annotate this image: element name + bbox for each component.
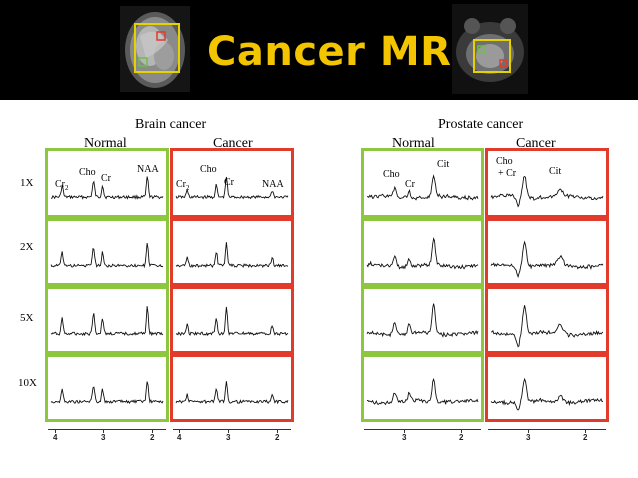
prostate-cancer-spectrum-1x (485, 148, 609, 218)
brain-normal-spectrum-2x (45, 218, 169, 286)
prostate-normal-tick-3: 3 (402, 433, 407, 442)
brain-cancer-tick-3: 3 (226, 433, 231, 442)
spectrum-trace (175, 381, 289, 405)
prostate-cancer-header: Cancer (516, 136, 556, 151)
spectrum-trace (50, 243, 164, 269)
prostate-cancer-cho-cr-label: + Cr (498, 168, 517, 179)
prostate-normal-spectrum-10x (361, 354, 484, 422)
brain-normal-spectrum-5x (45, 286, 169, 354)
prostate-mri-thumbnail (452, 4, 528, 94)
axis-tick (179, 429, 180, 433)
brain-normal-ppm-axis (48, 429, 166, 430)
spectrum-trace (366, 377, 479, 406)
brain-cancer-title: Brain cancer (135, 117, 207, 132)
brain-cancer-ppm-axis (173, 429, 291, 430)
brain-normal-cr2-label: Cr2 (55, 179, 69, 192)
spectrum-trace (366, 303, 479, 338)
brain-cancer-naa-label: NAA (262, 179, 284, 190)
prostate-cancer-tick-3: 3 (526, 433, 531, 442)
spectrum-trace (490, 377, 604, 411)
brain-cancer-header: Cancer (213, 136, 253, 151)
prostate-normal-header: Normal (392, 136, 435, 151)
prostate-cancer-tick-2: 2 (583, 433, 588, 442)
spectrum-trace (175, 176, 289, 200)
brain-normal-cr-label: Cr (101, 173, 111, 184)
axis-tick (152, 429, 153, 433)
prostate-normal-tick-2: 2 (459, 433, 464, 442)
prostate-normal-spectrum-1x (361, 148, 484, 218)
spectrum-trace (50, 306, 164, 337)
brain-cancer-cr2-label: Cr2 (176, 179, 190, 192)
row-label-2x: 2X (20, 241, 34, 253)
brain-normal-tick-3: 3 (101, 433, 106, 442)
brain-cancer-tick-2: 2 (275, 433, 280, 442)
axis-tick (461, 429, 462, 433)
prostate-normal-spectrum-2x (361, 218, 484, 286)
prostate-cancer-ppm-axis (488, 429, 606, 430)
brain-cancer-spectrum-10x (170, 354, 294, 422)
spectrum-trace (490, 240, 604, 279)
brain-normal-tick-2: 2 (150, 433, 155, 442)
brain-normal-spectrum-1x (45, 148, 169, 218)
brain-cancer-tick-4: 4 (177, 433, 182, 442)
axis-tick (585, 429, 586, 433)
prostate-cancer-spectrum-10x (485, 354, 609, 422)
title-banner: Cancer MRSI (0, 0, 638, 100)
brain-cancer-spectrum-5x (170, 286, 294, 354)
brain-normal-naa-label: NAA (137, 164, 159, 175)
prostate-normal-cit-label: Cit (437, 159, 450, 170)
spectrum-trace (50, 176, 164, 200)
brain-normal-cho-label: Cho (79, 167, 96, 178)
prostate-cancer-cho-label: Cho (496, 156, 513, 167)
row-label-1x: 1X (20, 177, 34, 189)
prostate-normal-cho-label: Cho (383, 169, 400, 180)
brain-normal-tick-4: 4 (53, 433, 58, 442)
row-label-10x: 10X (18, 377, 37, 389)
brain-cancer-spectrum-2x (170, 218, 294, 286)
axis-tick (55, 429, 56, 433)
banner-title: Cancer MRSI (207, 29, 497, 75)
spectrum-trace (490, 176, 604, 208)
prostate-cancer-title: Prostate cancer (438, 117, 524, 132)
spectrum-trace (175, 306, 289, 337)
brain-normal-spectrum-10x (45, 354, 169, 422)
spectrum-trace (366, 237, 479, 270)
axis-tick (228, 429, 229, 433)
spectrum-trace (366, 174, 479, 201)
axis-tick (528, 429, 529, 433)
row-label-5x: 5X (20, 312, 34, 324)
brain-mri-thumbnail (120, 6, 190, 92)
prostate-normal-spectrum-5x (361, 286, 484, 354)
axis-tick (404, 429, 405, 433)
brain-cancer-cho-label: Cho (200, 164, 217, 175)
prostate-normal-ppm-axis (364, 429, 481, 430)
brain-cancer-cr-label: Cr (224, 177, 234, 188)
brain-cancer-spectrum-1x (170, 148, 294, 218)
prostate-cancer-spectrum-2x (485, 218, 609, 286)
prostate-normal-cr-label: Cr (405, 179, 415, 190)
prostate-cancer-spectrum-5x (485, 286, 609, 354)
axis-tick (103, 429, 104, 433)
brain-normal-header: Normal (84, 136, 127, 151)
spectrum-trace (175, 242, 289, 269)
axis-tick (277, 429, 278, 433)
prostate-cancer-cit-label: Cit (549, 166, 562, 177)
spectrum-trace (50, 381, 164, 404)
spectrum-trace (490, 305, 604, 348)
